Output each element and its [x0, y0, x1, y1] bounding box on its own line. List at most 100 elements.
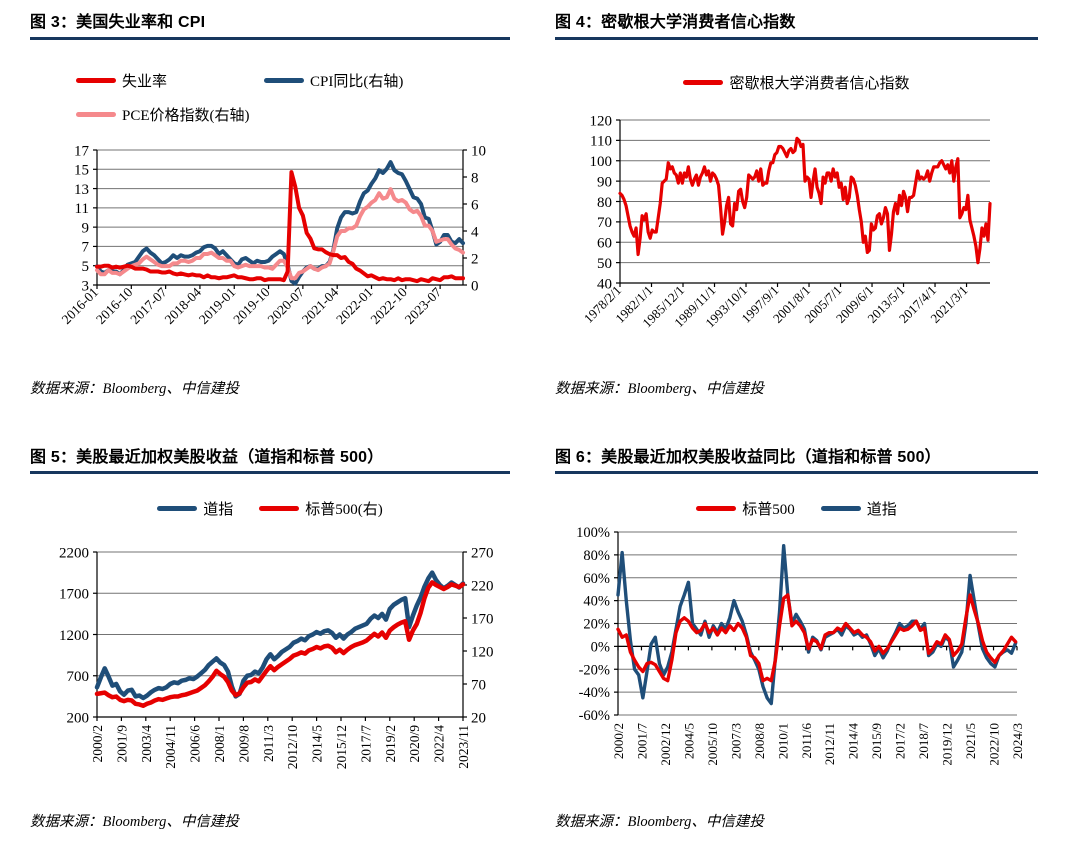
x-axis-label: 2005/10 [705, 723, 720, 766]
y-axis-label: 15 [74, 163, 89, 179]
figure-4-panel: 图 4：密歇根大学消费者信心指数 密歇根大学消费者信心指数 40 50 60 70 80… [540, 0, 1080, 430]
x-axis-label: 2017-07 [127, 284, 170, 327]
legend-label: CPI同比(右轴) [310, 74, 404, 90]
y-axis-label: 40% [583, 594, 610, 610]
figure-3-panel: 图 3：美国失业率和 CPI 失业率 CPI同比(右轴) PCE价格指数(右轴) 3… [0, 0, 540, 430]
x-axis-label: 2002/12 [658, 723, 673, 766]
x-axis-label: 2001/9 [114, 725, 129, 763]
legend-item: 失业率 [76, 70, 264, 91]
x-axis-label: 2011/3 [261, 725, 276, 762]
y-axis-label: 50 [597, 256, 612, 272]
x-axis-label: 2021/5 [963, 723, 978, 759]
series-标普500(右) [94, 580, 466, 709]
series-标普500 [616, 593, 1018, 683]
x-axis-label: 2012/11 [822, 723, 837, 765]
x-axis-label: 2022-01 [333, 285, 375, 327]
figure-3-legend: 失业率 CPI同比(右轴) PCE价格指数(右轴) [76, 70, 403, 125]
y-axis-label: 1700 [59, 587, 89, 603]
legend-line-swatch [259, 506, 300, 511]
y-axis-label: 80% [583, 548, 610, 564]
y-axis-label-right: 20 [471, 710, 486, 726]
y-axis-label: 80 [597, 195, 612, 211]
x-axis-label: 2001/7 [634, 723, 649, 760]
x-axis-label: 2018-04 [162, 284, 205, 327]
series-CPI同比(右轴) [95, 160, 465, 286]
legend-label: 密歇根大学消费者信心指数 [729, 76, 910, 92]
y-axis-label: 11 [75, 201, 89, 217]
x-axis-label: 2020-07 [265, 284, 308, 327]
y-axis-label: 5 [82, 259, 90, 275]
legend-item: 道指 [157, 498, 233, 519]
x-axis-label: 2020/9 [407, 725, 422, 763]
legend-line-swatch [820, 506, 861, 511]
figure-4-title-rule [555, 37, 1038, 40]
x-axis-label: 2004/5 [681, 723, 696, 759]
y-axis-label: 200 [67, 710, 90, 726]
legend-item: PCE价格指数(右轴) [76, 104, 264, 125]
legend-item: CPI同比(右轴) [264, 70, 403, 91]
x-axis-label: 2023/11 [456, 725, 471, 769]
figure-4-chart: 4050607080901001101201978/2/11982/1/1198… [581, 113, 992, 330]
figure-3-source: 数据来源：Bloomberg、中信建投 [30, 381, 239, 397]
figure-5-source: 数据来源：Bloomberg、中信建投 [30, 814, 239, 830]
legend-item: 标普500(右) [259, 498, 383, 519]
x-axis-label: 2015/12 [334, 725, 349, 769]
y-axis-label-right: 270 [471, 545, 494, 561]
legend-label: 失业率 [122, 74, 168, 90]
y-axis-label: 3 [82, 278, 90, 294]
y-axis-label-right: 120 [471, 644, 494, 660]
x-axis-label: 2017/7 [358, 725, 373, 763]
x-axis-label: 2014/4 [846, 723, 861, 760]
y-axis-label-right: 70 [471, 677, 486, 693]
y-axis-label-right: 4 [471, 224, 479, 240]
x-axis-label: 2014/5 [310, 725, 325, 763]
figure-5-chart: 200 700 1200 1700 2200 20 70 120 170 220 270 2000/2… [59, 545, 494, 770]
x-axis-label: 2011/6 [799, 723, 814, 759]
y-axis-label-right: 220 [471, 578, 494, 594]
legend-line-swatch [76, 112, 116, 117]
y-axis-label: 60% [583, 571, 610, 587]
legend-item: 标普500 [696, 498, 795, 519]
legend-label: 标普500 [742, 502, 795, 518]
legend-label: 道指 [866, 502, 897, 518]
y-axis-label: 17 [74, 143, 90, 159]
y-axis-label: 700 [67, 669, 90, 685]
figure-3-title-rule [30, 37, 510, 40]
figure-5-panel: 图 5：美股最近加权美股收益（道指和标普 500） 道指 标普500(右) 200… [0, 430, 540, 853]
x-axis-label: 2019-01 [196, 285, 238, 327]
x-axis-label: 2021-04 [299, 284, 342, 327]
y-axis-label-right: 8 [471, 170, 479, 186]
y-axis-label-right: 0 [471, 278, 479, 294]
y-axis-label: 1200 [59, 628, 89, 644]
y-axis-label: 13 [74, 182, 89, 198]
y-axis-label: 40 [597, 276, 612, 292]
x-axis-label: 2004/11 [163, 725, 178, 769]
legend-item: 道指 [820, 498, 897, 519]
figure-3-chart: 3 5 7 9 11 13 15 17 0 2 4 6 8 10 2016-012016-102017-07… [59, 143, 486, 327]
x-axis-label: 2024/3 [1010, 723, 1025, 759]
x-axis-label: 2016-01 [59, 285, 101, 327]
legend-line-swatch [683, 80, 724, 85]
y-axis-label: 0% [591, 639, 610, 655]
figure-6-title-rule [555, 471, 1038, 474]
figure-4-legend: 密歇根大学消费者信心指数 [555, 72, 1038, 93]
y-axis-label-right: 10 [471, 143, 486, 159]
x-axis-label: 2022-10 [368, 284, 411, 327]
legend-label: 道指 [203, 502, 234, 518]
y-axis-label: 90 [597, 174, 612, 190]
x-axis-label: 2012/10 [285, 725, 300, 770]
figure-5-legend: 道指 标普500(右) [30, 498, 510, 519]
series-密歇根大学消费者信心指数 [618, 136, 992, 265]
y-axis-label-right: 2 [471, 251, 479, 267]
y-axis-label-right: 170 [471, 611, 494, 627]
y-axis-label: -60% [579, 708, 610, 724]
figure-6-source: 数据来源：Bloomberg、中信建投 [555, 814, 764, 830]
y-axis-label-right: 6 [471, 197, 479, 213]
figure-6-panel: 图 6：美股最近加权美股收益同比（道指和标普 500） 标普500 道指 -60%… [540, 430, 1080, 853]
y-axis-label: 100% [576, 525, 610, 541]
x-axis-label: 2019/12 [940, 723, 955, 766]
figure-6-legend: 标普500 道指 [555, 498, 1038, 519]
figure-4-title: 图 4：密歇根大学消费者信心指数 [555, 14, 796, 31]
y-axis-label: 120 [590, 113, 613, 129]
legend-line-swatch [264, 78, 304, 83]
